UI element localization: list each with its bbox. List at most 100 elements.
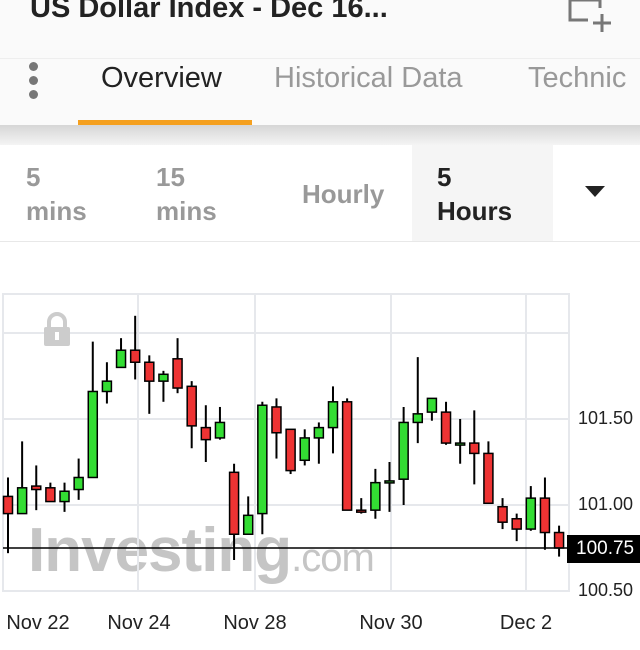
app-header xyxy=(0,0,640,58)
candle xyxy=(454,419,466,464)
candle xyxy=(257,401,268,535)
candle-body xyxy=(214,421,226,439)
candle xyxy=(539,477,551,550)
tab-overview[interactable]: Overview xyxy=(101,62,222,94)
x-tick-label: Nov 28 xyxy=(223,612,287,634)
candle xyxy=(16,441,28,515)
candle-body xyxy=(440,411,452,444)
candle-body xyxy=(271,406,282,434)
candle xyxy=(158,370,169,402)
interval-hourly[interactable]: Hourly xyxy=(302,177,384,211)
candle xyxy=(2,477,14,554)
candle-body xyxy=(129,349,141,363)
candle xyxy=(271,398,282,459)
candle-body xyxy=(356,509,367,513)
interval-5-hours[interactable]: 5 Hours xyxy=(437,160,512,228)
x-tick-label: Nov 24 xyxy=(107,612,171,634)
interval-label: 5 xyxy=(26,162,41,192)
y-tick-label: 101.00 xyxy=(578,494,634,514)
candle-body xyxy=(144,361,155,382)
watermark-logo: Investing.com xyxy=(28,516,375,585)
candle-body xyxy=(525,497,537,530)
tab-bar xyxy=(0,58,640,125)
candle xyxy=(87,341,99,479)
candle-body xyxy=(87,390,99,479)
candle-body xyxy=(73,476,84,491)
candlestick-chart[interactable] xyxy=(0,242,640,650)
candle-body xyxy=(412,413,424,424)
candle xyxy=(285,428,296,475)
interval-label: Hours xyxy=(437,196,513,226)
candle xyxy=(115,338,127,369)
candle xyxy=(101,362,113,404)
x-tick-label: Dec 2 xyxy=(499,612,553,634)
candle xyxy=(31,465,42,511)
candle xyxy=(214,406,226,440)
candle-body xyxy=(454,442,466,446)
candle xyxy=(242,496,254,535)
candle-body xyxy=(497,505,508,523)
candle-body xyxy=(539,497,551,534)
interval-15-mins[interactable]: 15 mins xyxy=(156,160,217,228)
interval-dropdown-caret-icon[interactable] xyxy=(585,186,605,197)
candle xyxy=(356,498,367,514)
candle xyxy=(45,482,56,503)
candle xyxy=(426,397,438,421)
candle xyxy=(398,406,409,505)
candle-body xyxy=(172,358,183,389)
interval-5-mins[interactable]: 5 mins xyxy=(26,160,87,228)
current-price-label: 100.75 xyxy=(567,535,640,563)
candle xyxy=(327,386,339,454)
candle-body xyxy=(228,471,240,535)
divider-shadow xyxy=(0,125,640,145)
y-tick-label: 100.50 xyxy=(578,580,634,600)
candle-body xyxy=(469,442,480,455)
candle xyxy=(553,525,565,557)
candle-body xyxy=(158,373,169,382)
candle xyxy=(228,463,240,561)
candle xyxy=(370,468,381,519)
candle xyxy=(299,429,310,466)
chart-frame xyxy=(2,293,570,592)
candle-body xyxy=(45,487,56,503)
candle-body xyxy=(285,428,296,472)
candle xyxy=(511,513,522,542)
candle xyxy=(483,441,494,505)
candle xyxy=(129,315,141,380)
candle xyxy=(384,462,395,512)
candle-body xyxy=(59,490,70,503)
candle xyxy=(440,401,452,445)
tab-technical[interactable]: Technic xyxy=(528,62,627,94)
candle-body xyxy=(186,385,197,427)
active-tab-indicator xyxy=(78,120,252,125)
candle xyxy=(172,338,183,394)
interval-label: 5 xyxy=(437,162,452,192)
x-tick-label: Nov 22 xyxy=(6,612,70,634)
candle xyxy=(341,398,353,511)
candle xyxy=(73,458,84,500)
candle-body xyxy=(483,452,494,505)
add-to-watchlist-icon[interactable] xyxy=(568,0,612,34)
candle xyxy=(412,357,424,444)
interval-label: 15 xyxy=(156,162,185,192)
candle xyxy=(497,498,508,530)
candle xyxy=(200,405,212,462)
candle xyxy=(313,422,325,464)
candle-body xyxy=(16,487,28,515)
candle-body xyxy=(327,401,339,429)
candle-body xyxy=(101,380,113,393)
tab-historical-data[interactable]: Historical Data xyxy=(274,62,463,94)
candle-body xyxy=(115,349,127,369)
candle xyxy=(186,381,197,449)
more-options-icon[interactable] xyxy=(24,62,44,102)
candle-body xyxy=(31,485,42,491)
candle-body xyxy=(313,426,325,439)
y-tick-label: 101.50 xyxy=(578,408,634,428)
candle-body xyxy=(384,480,395,484)
selected-interval-bg xyxy=(412,145,553,241)
candle xyxy=(59,482,70,512)
candle xyxy=(469,410,480,485)
candle-body xyxy=(553,531,565,549)
candle-body xyxy=(341,401,353,511)
candle-body xyxy=(242,514,254,535)
